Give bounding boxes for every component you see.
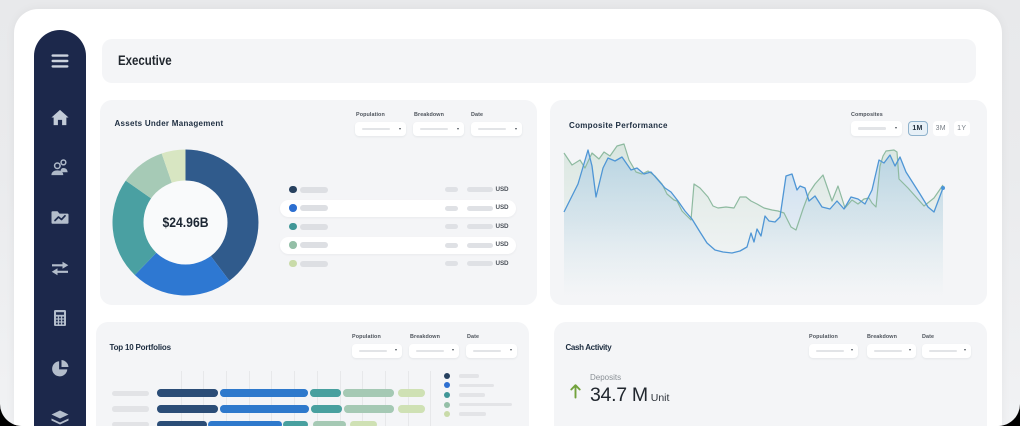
svg-text:$24.96B: $24.96B xyxy=(163,214,209,230)
